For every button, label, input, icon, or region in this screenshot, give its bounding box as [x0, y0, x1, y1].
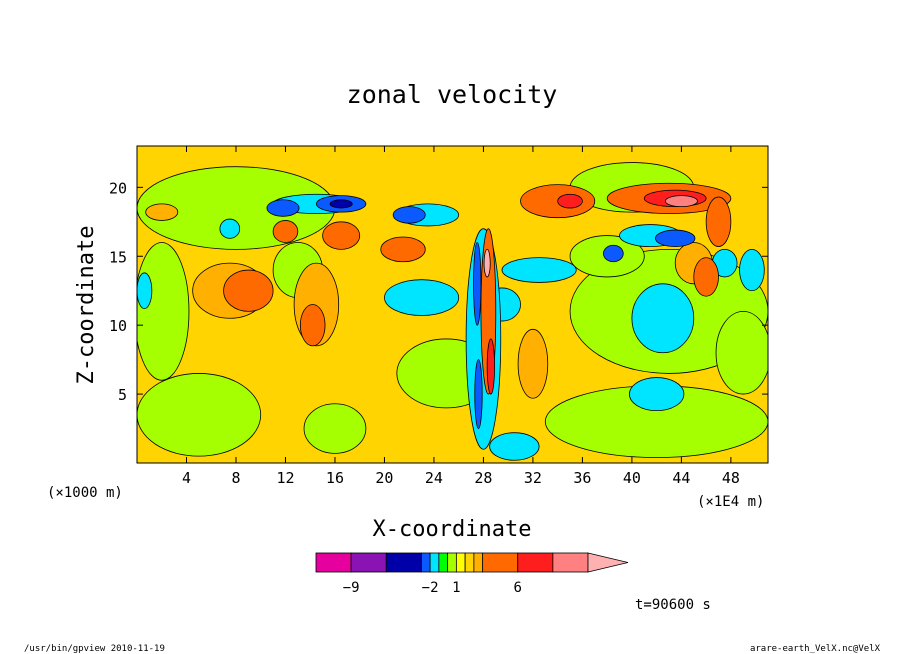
colorbar-box-10 [482, 552, 519, 573]
contour-region-30 [266, 199, 300, 217]
contour-region-14 [145, 203, 179, 221]
colorbar-box-3 [420, 552, 431, 573]
plot-frame [136, 145, 769, 464]
x-unit-right: (×1E4 m) [697, 494, 764, 510]
contour-region-10 [715, 311, 768, 395]
contour-region-26 [631, 283, 695, 354]
colorbar-box-12 [552, 552, 589, 573]
contour-region-44 [693, 257, 719, 297]
y-tick-label-10: 10 [109, 317, 127, 335]
contour-region-7 [137, 373, 262, 457]
contour-region-34 [603, 244, 624, 263]
x-axis-label: X-coordinate [373, 517, 532, 542]
x-unit-left: (×1000 m) [47, 485, 123, 501]
colorbar-label-1: 1 [452, 580, 460, 596]
contour-region-40 [380, 236, 426, 263]
y-axis-ticks: 5 10 15 20 [109, 179, 768, 404]
x-tick-label-24: 24 [425, 469, 443, 487]
contour-region-21 [384, 279, 460, 316]
time-annotation: t=90600 s [635, 597, 711, 613]
x-tick-label-4: 4 [182, 469, 191, 487]
colorbar-box-8 [464, 552, 475, 573]
colorbar-box-11 [517, 552, 554, 573]
contour-region-50 [473, 242, 482, 326]
colorbar-box-0 [315, 552, 352, 573]
contour-region-43 [299, 304, 326, 347]
contour-region-27 [219, 218, 241, 239]
contour-region-8 [303, 403, 367, 454]
contour-region-19 [501, 257, 577, 283]
colorbar-box-7 [455, 552, 466, 573]
contour-region-3 [137, 242, 190, 381]
contour-region-28 [489, 432, 540, 461]
contour-region-39 [322, 221, 361, 250]
x-tick-label-20: 20 [375, 469, 393, 487]
contour-region-29 [137, 272, 153, 310]
chart-title: zonal velocity [347, 80, 558, 109]
x-tick-label-48: 48 [722, 469, 740, 487]
contour-region-41 [272, 220, 299, 243]
contour-region-47 [664, 195, 698, 208]
colorbar-label--2: −2 [422, 580, 439, 596]
contour-region-52 [474, 359, 483, 429]
x-tick-label-12: 12 [276, 469, 294, 487]
contour-region-51 [486, 338, 495, 395]
colorbar-box-9 [473, 552, 484, 573]
contour-region-35 [329, 199, 353, 209]
colorbar-box-2 [385, 552, 422, 573]
contour-region-15 [517, 328, 549, 399]
contour-region-53 [483, 248, 491, 278]
contour-region-32 [392, 206, 426, 224]
contour-region-46 [557, 193, 583, 209]
plot-area [137, 146, 768, 463]
x-tick-label-44: 44 [672, 469, 690, 487]
colorbar-label--9: −9 [343, 580, 360, 596]
y-tick-label-15: 15 [109, 248, 127, 266]
contour-region-23 [629, 377, 685, 412]
x-tick-label-36: 36 [573, 469, 591, 487]
contour-region-33 [655, 229, 696, 248]
contour-region-42 [223, 269, 274, 312]
colorbar-box-1 [350, 552, 387, 573]
colorbar-box-5 [438, 552, 449, 573]
footer-left: /usr/bin/gpview 2010-11-19 [24, 644, 165, 654]
colorbar-box-4 [429, 552, 440, 573]
x-tick-label-40: 40 [623, 469, 641, 487]
contour-region-25 [739, 248, 765, 292]
contour-region-38 [705, 196, 732, 248]
x-tick-label-8: 8 [231, 469, 240, 487]
x-tick-label-16: 16 [326, 469, 344, 487]
x-tick-label-28: 28 [474, 469, 492, 487]
colorbar-overflow-arrow [587, 552, 629, 573]
y-tick-label-5: 5 [118, 386, 127, 404]
footer-right: arare-earth_VelX.nc@VelX [750, 644, 881, 654]
colorbar-labels: −9 −2 1 6 [343, 580, 522, 596]
colorbar-box-6 [447, 552, 457, 573]
y-axis-label: Z-coordinate [74, 226, 99, 385]
colorbar [315, 552, 629, 573]
colorbar-label-6: 6 [514, 580, 522, 596]
y-tick-label-20: 20 [109, 179, 127, 197]
x-axis-ticks: 4 8 12 16 20 24 28 32 36 40 44 48 [182, 146, 740, 487]
x-tick-label-32: 32 [524, 469, 542, 487]
